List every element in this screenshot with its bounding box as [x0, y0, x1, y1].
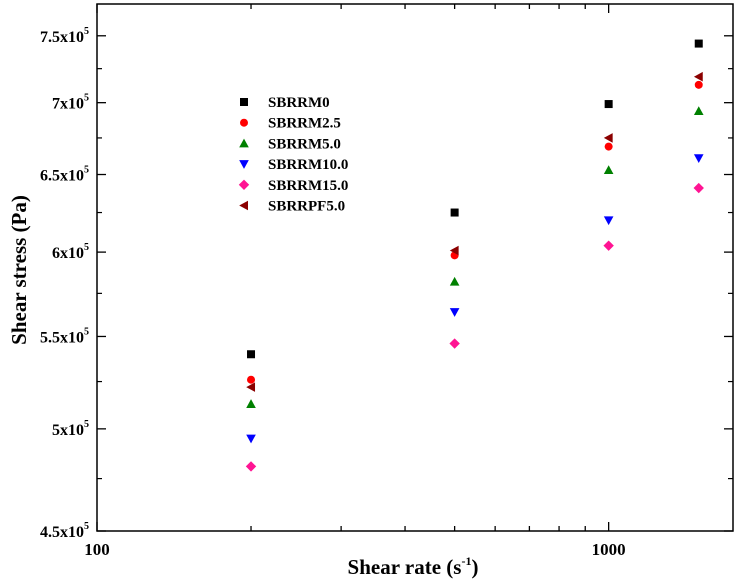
legend-marker	[240, 118, 248, 127]
legend-label: SBRRPF5.0	[268, 199, 345, 215]
data-point	[449, 308, 460, 317]
data-point	[245, 461, 257, 472]
legend-label: SBRRM15.0	[268, 178, 348, 194]
data-point	[693, 106, 704, 116]
data-point	[450, 208, 459, 217]
legend-marker	[240, 98, 248, 106]
data-point	[246, 382, 256, 392]
series-SBRRM5.0	[246, 106, 704, 408]
data-point	[603, 216, 614, 226]
y-tick-label: 6x105	[52, 242, 89, 262]
data-point	[604, 100, 613, 109]
legend-label: SBRRM10.0	[268, 157, 348, 173]
data-point	[693, 154, 704, 164]
y-tick-label: 6.5x105	[40, 165, 89, 185]
legend-label: SBRRM0	[268, 95, 330, 111]
x-axis-label: Shear rate (s-1)	[348, 554, 479, 579]
legend-label: SBRRM5.0	[268, 136, 341, 152]
data-point	[694, 80, 703, 89]
data-point	[693, 182, 704, 194]
legend-marker	[238, 179, 250, 190]
x-tick-label: 100	[84, 540, 110, 559]
y-tick-label: 5x105	[52, 419, 89, 439]
y-tick-label: 5.5x105	[40, 326, 89, 346]
data-point	[247, 375, 256, 384]
series-SBRRM10.0	[246, 154, 704, 444]
axes-frame	[96, 3, 734, 532]
data-point	[604, 142, 613, 151]
legend-marker	[239, 138, 249, 148]
data-point	[449, 245, 459, 256]
data-point	[449, 276, 460, 286]
legend-label: SBRRM2.5	[268, 116, 341, 132]
data-point	[693, 71, 703, 82]
data-point	[449, 338, 460, 349]
data-point	[247, 350, 256, 359]
y-tick-label: 4.5x105	[40, 521, 89, 541]
data-point	[694, 39, 703, 48]
data-point	[603, 165, 614, 175]
series-SBRRPF5.0	[246, 71, 703, 392]
data-point	[246, 434, 256, 444]
x-tick-label: 1000	[592, 540, 626, 559]
y-tick-label: 7.5x105	[40, 26, 89, 46]
legend: SBRRM0 SBRRM2.5 SBRRM5.0 SBRRM10.0 SBRRM15.0…	[238, 95, 348, 215]
data-point	[603, 240, 614, 251]
y-axis-label: Shear stress (Pa)	[7, 195, 31, 345]
y-axis-ticks: 4.5x105 5x105 5.5x105 6x105 6.5x105 7x105 7.5x…	[40, 26, 733, 541]
series-SBRRM2.5	[247, 80, 703, 384]
data-point	[603, 133, 613, 143]
x-axis-ticks: 100 1000	[84, 4, 626, 559]
legend-marker	[239, 160, 249, 169]
series-SBRRM0	[247, 39, 703, 359]
legend-marker	[239, 200, 248, 211]
data-point	[246, 399, 256, 408]
y-tick-label: 7x105	[52, 93, 89, 113]
data-points	[245, 39, 704, 472]
plot-frame	[96, 3, 734, 532]
series-SBRRM15.0	[245, 182, 704, 472]
